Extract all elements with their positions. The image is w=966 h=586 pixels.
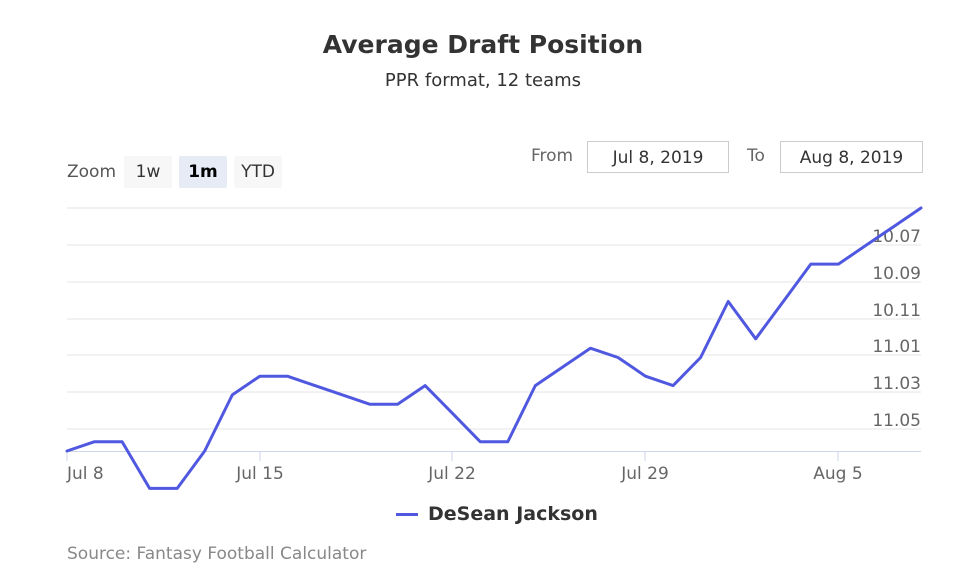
series-layer	[65, 206, 923, 490]
x-axis: Jul 8 Jul 15 Jul 22 Jul 29 Aug 5	[66, 451, 921, 484]
zoom-1m-button[interactable]: 1m	[179, 156, 227, 188]
y-tick-label: 11.03	[872, 374, 921, 394]
y-tick-label: 10.11	[872, 301, 921, 321]
x-tick-label: Jul 29	[620, 464, 669, 484]
series-line-desean-jackson	[65, 206, 923, 490]
x-tick-label: Jul 22	[427, 464, 476, 484]
x-tick-label: Aug 5	[813, 464, 862, 484]
from-date-input[interactable]: Jul 8, 2019	[587, 141, 729, 173]
legend-swatch	[396, 512, 418, 516]
chart-subtitle: PPR format, 12 teams	[384, 70, 582, 91]
y-tick-label: 11.01	[872, 337, 921, 357]
legend-item-desean-jackson[interactable]: DeSean Jackson	[396, 502, 598, 526]
chart-title: Average Draft Position	[322, 30, 644, 59]
from-label: From	[531, 146, 574, 166]
x-tick-label: Jul 8	[66, 464, 104, 484]
source-credits: Source: Fantasy Football Calculator	[67, 544, 367, 564]
zoom-label: Zoom	[67, 162, 117, 182]
x-tick-label: Jul 15	[235, 464, 284, 484]
y-tick-label: 11.05	[872, 411, 921, 431]
grid-lines	[67, 207, 921, 430]
y-tick-label: 10.09	[872, 264, 921, 284]
to-label: To	[747, 146, 765, 166]
zoom-ytd-button[interactable]: YTD	[234, 156, 282, 188]
legend-label: DeSean Jackson	[428, 503, 598, 525]
to-date-input[interactable]: Aug 8, 2019	[780, 141, 923, 173]
zoom-1w-button[interactable]: 1w	[124, 156, 172, 188]
